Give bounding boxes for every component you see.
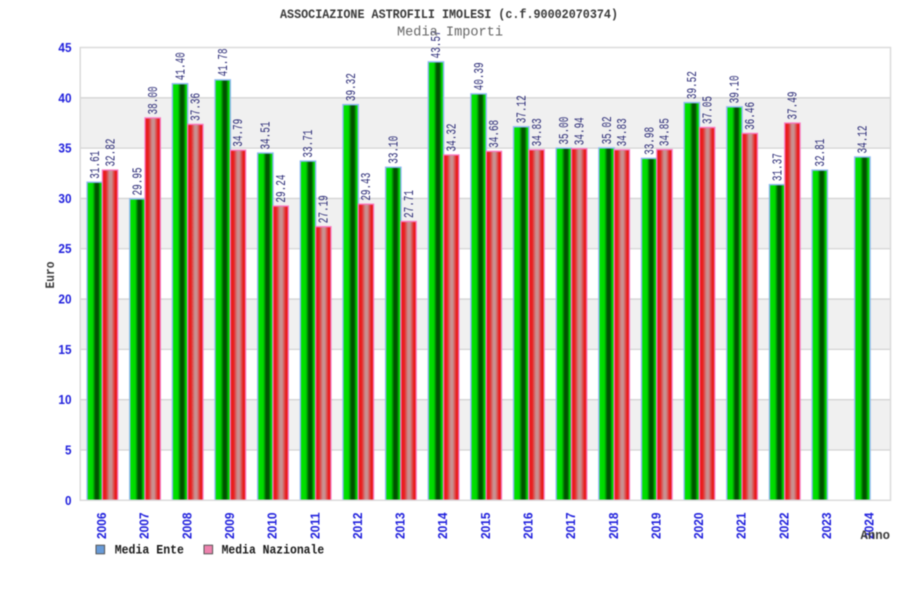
- svg-text:34.83: 34.83: [531, 118, 546, 146]
- svg-text:27.71: 27.71: [403, 190, 418, 218]
- svg-text:2017: 2017: [564, 512, 578, 539]
- svg-text:40: 40: [58, 91, 71, 105]
- svg-text:35: 35: [58, 142, 71, 156]
- svg-text:41.78: 41.78: [217, 48, 232, 76]
- svg-text:38.00: 38.00: [147, 86, 162, 114]
- svg-text:37.05: 37.05: [701, 96, 716, 124]
- svg-text:2019: 2019: [649, 512, 663, 539]
- svg-text:37.49: 37.49: [787, 92, 802, 120]
- svg-text:34.68: 34.68: [488, 120, 503, 148]
- svg-text:2016: 2016: [522, 512, 536, 539]
- svg-text:34.85: 34.85: [659, 118, 674, 146]
- svg-text:2007: 2007: [138, 512, 152, 539]
- svg-text:41.40: 41.40: [174, 52, 189, 80]
- svg-text:2008: 2008: [180, 512, 194, 539]
- svg-text:2022: 2022: [777, 512, 791, 539]
- svg-text:37.36: 37.36: [190, 93, 205, 121]
- svg-text:37.12: 37.12: [515, 95, 530, 123]
- svg-text:2024: 2024: [863, 512, 877, 539]
- svg-text:Media Ente: Media Ente: [115, 543, 184, 558]
- svg-text:2013: 2013: [394, 512, 408, 539]
- svg-text:29.95: 29.95: [132, 167, 147, 195]
- svg-text:2015: 2015: [479, 512, 493, 539]
- svg-text:10: 10: [58, 393, 71, 407]
- svg-text:Anno: Anno: [861, 528, 891, 543]
- svg-text:20: 20: [58, 293, 71, 307]
- svg-text:29.24: 29.24: [275, 175, 290, 203]
- svg-text:2020: 2020: [692, 512, 706, 539]
- svg-text:31.37: 31.37: [771, 153, 786, 181]
- svg-text:2012: 2012: [351, 512, 365, 539]
- svg-text:36.46: 36.46: [744, 102, 759, 130]
- svg-text:30: 30: [58, 192, 71, 206]
- svg-text:33.98: 33.98: [643, 127, 658, 155]
- svg-text:43.57: 43.57: [430, 30, 445, 58]
- svg-text:Media Importi: Media Importi: [397, 26, 503, 41]
- svg-text:2010: 2010: [266, 512, 280, 539]
- svg-text:39.10: 39.10: [729, 75, 744, 103]
- svg-text:27.19: 27.19: [318, 195, 333, 223]
- svg-text:39.52: 39.52: [686, 71, 701, 99]
- svg-text:2021: 2021: [735, 512, 749, 539]
- svg-text:29.43: 29.43: [360, 173, 375, 201]
- svg-text:34.83: 34.83: [616, 118, 631, 146]
- svg-text:Media Nazionale: Media Nazionale: [222, 543, 325, 558]
- svg-text:5: 5: [65, 443, 72, 457]
- svg-text:34.94: 34.94: [573, 117, 588, 145]
- svg-text:2006: 2006: [95, 512, 109, 539]
- svg-text:40.39: 40.39: [473, 62, 488, 90]
- svg-text:33.71: 33.71: [302, 130, 317, 158]
- svg-text:35.00: 35.00: [558, 117, 573, 145]
- svg-text:2018: 2018: [607, 512, 621, 539]
- svg-text:32.81: 32.81: [814, 139, 829, 167]
- svg-text:15: 15: [58, 343, 71, 357]
- svg-text:2011: 2011: [308, 512, 322, 539]
- svg-text:34.32: 34.32: [445, 123, 460, 151]
- svg-text:ASSOCIAZIONE ASTROFILI IMOLESI: ASSOCIAZIONE ASTROFILI IMOLESI (c.f.9000…: [280, 7, 618, 22]
- svg-text:34.79: 34.79: [232, 119, 247, 147]
- svg-text:33.10: 33.10: [388, 136, 403, 164]
- svg-text:2009: 2009: [223, 512, 237, 539]
- svg-text:31.61: 31.61: [89, 151, 104, 179]
- svg-text:Euro: Euro: [43, 261, 58, 288]
- svg-text:2023: 2023: [820, 512, 834, 539]
- svg-text:0: 0: [65, 494, 72, 508]
- svg-text:2014: 2014: [436, 512, 450, 539]
- svg-text:34.51: 34.51: [260, 122, 275, 150]
- svg-text:32.82: 32.82: [104, 139, 119, 167]
- svg-text:25: 25: [58, 242, 71, 256]
- svg-text:35.02: 35.02: [601, 116, 616, 144]
- svg-text:45: 45: [58, 41, 71, 55]
- svg-text:39.32: 39.32: [345, 73, 360, 101]
- svg-text:34.12: 34.12: [857, 125, 872, 153]
